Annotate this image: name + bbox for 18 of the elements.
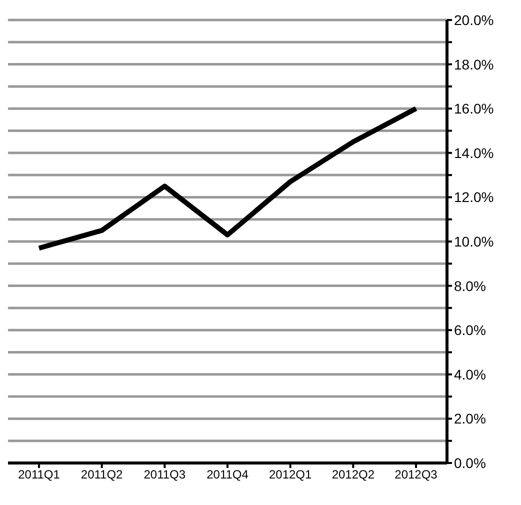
x-tick-label: 2011Q2 <box>80 468 124 482</box>
x-tick-label: 2012Q2 <box>332 468 375 482</box>
x-tick-label: 2011Q4 <box>206 468 249 482</box>
y-tick-label: 4.0% <box>454 366 486 382</box>
y-tick-label: 10.0% <box>454 233 494 250</box>
y-tick-label: 18.0% <box>454 56 494 72</box>
y-tick-label: 6.0% <box>454 322 486 338</box>
y-tick-label: 2.0% <box>454 410 486 427</box>
x-tick-label: 2012Q1 <box>268 468 312 482</box>
y-tick-label: 14.0% <box>454 144 494 161</box>
x-tick-label: 2011Q3 <box>144 468 186 482</box>
x-tick-label: 2011Q1 <box>18 468 60 482</box>
y-tick-label: 16.0% <box>454 100 494 117</box>
y-tick-label: 0.0% <box>454 454 486 471</box>
y-tick-label: 8.0% <box>454 278 486 294</box>
y-tick-label: 20.0% <box>454 12 494 28</box>
x-tick-label: 2012Q3 <box>394 468 438 482</box>
y-tick-label: 12.0% <box>454 189 494 206</box>
